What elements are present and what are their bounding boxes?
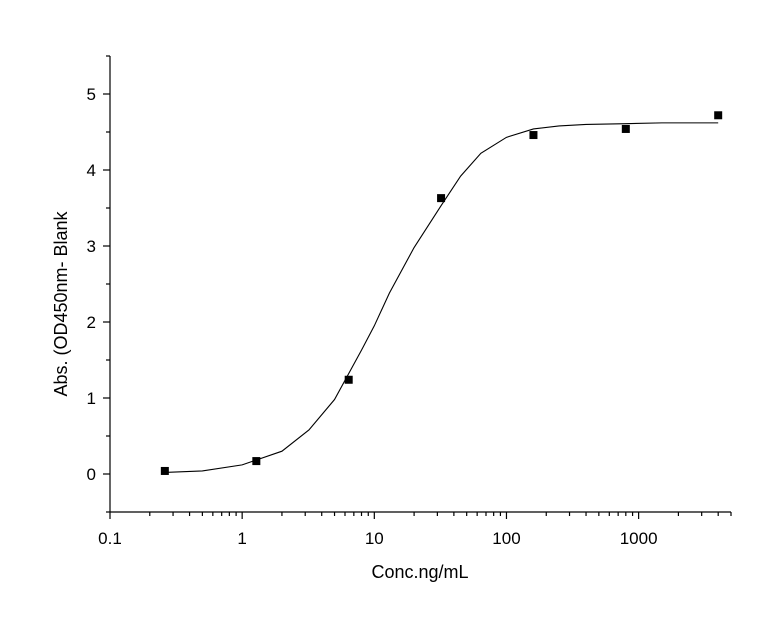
y-tick-label: 3 — [87, 237, 96, 256]
data-point-square — [160, 466, 169, 475]
data-point-square — [621, 124, 630, 133]
y-tick-label: 5 — [87, 85, 96, 104]
data-points — [160, 111, 723, 475]
data-point-square — [714, 111, 723, 120]
x-tick-label: 100 — [492, 529, 520, 548]
y-tick-label: 2 — [87, 313, 96, 332]
data-point-square — [529, 131, 538, 140]
x-tick-label: 1 — [237, 529, 246, 548]
x-tick-label: 0.1 — [98, 529, 122, 548]
sigmoid-fit-line — [164, 122, 719, 474]
y-tick-label: 1 — [87, 389, 96, 408]
x-axis-title: Conc.ng/mL — [371, 562, 468, 582]
fit-curve — [164, 122, 719, 474]
axes — [109, 56, 731, 513]
data-point-square — [252, 457, 261, 466]
y-axis-title: Abs. (OD450nm- Blank — [51, 210, 71, 396]
data-point-square — [344, 375, 353, 384]
y-tick-label: 4 — [87, 161, 96, 180]
tick-labels: 0.1 1 10 100 1000 0 1 2 3 4 5 — [87, 85, 658, 548]
x-tick-label: 1000 — [620, 529, 658, 548]
ticks — [103, 55, 732, 519]
y-tick-label: 0 — [87, 465, 96, 484]
data-point-square — [437, 194, 446, 203]
x-tick-label: 10 — [365, 529, 384, 548]
